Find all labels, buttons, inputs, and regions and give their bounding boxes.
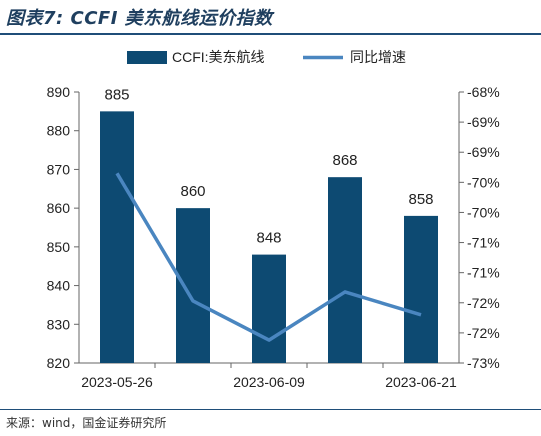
data-label: 868 [332,152,357,169]
source-divider [0,409,541,410]
x-tick-label: 2023-06-21 [385,374,457,390]
y-tick-label-right: -72% [467,295,500,311]
y-tick-label-left: 830 [47,316,71,332]
title-divider [0,33,541,35]
legend-swatch-bar [127,51,167,64]
data-label: 858 [408,191,433,208]
y-tick-label-left: 880 [47,123,71,139]
y-tick-label-right: -70% [467,204,500,220]
legend: CCFI:美东航线 同比增速 [127,49,406,65]
chart-title: 图表7: CCFI 美东航线运价指数 [6,8,273,29]
y-tick-label-right: -71% [467,265,500,281]
y-tick-label-left: 870 [47,161,71,177]
y-tick-label-right: -73% [467,355,500,371]
legend-label-line: 同比增速 [350,49,406,65]
y-tick-label-right: -68% [467,84,500,100]
y-tick-label-left: 840 [47,278,71,294]
bar [328,177,362,363]
x-tick-label: 2023-05-26 [81,374,153,390]
data-labels: 885 860 848 868 858 [104,86,433,246]
legend-label-bar: CCFI:美东航线 [172,49,265,65]
y-tick-label-left: 890 [47,84,71,100]
y-tick-label-right: -71% [467,235,500,251]
bar [252,254,286,363]
y-tick-label-right: -69% [467,114,500,130]
source-note: 来源：wind，国金证券研究所 [6,416,167,430]
bar [100,111,134,363]
y-tick-label-right: -72% [467,325,500,341]
y-tick-label-left: 850 [47,239,71,255]
bar [176,208,210,363]
x-tick-label: 2023-06-09 [233,374,305,390]
data-label: 848 [256,230,281,247]
chart: CCFI:美东航线 同比增速 820 830 840 850 860 870 880 890 -… [47,49,500,390]
bar [404,215,438,363]
axes: 820 830 840 850 860 870 880 890 -68% -69% -69% -70%… [47,84,500,390]
data-label: 885 [104,86,129,103]
y-tick-label-left: 820 [47,355,71,371]
growth-line [115,172,422,342]
y-tick-label-right: -69% [467,144,500,160]
bars [100,111,438,363]
y-tick-label-right: -70% [467,174,500,190]
data-label: 860 [180,183,205,200]
y-tick-label-left: 860 [47,200,71,216]
